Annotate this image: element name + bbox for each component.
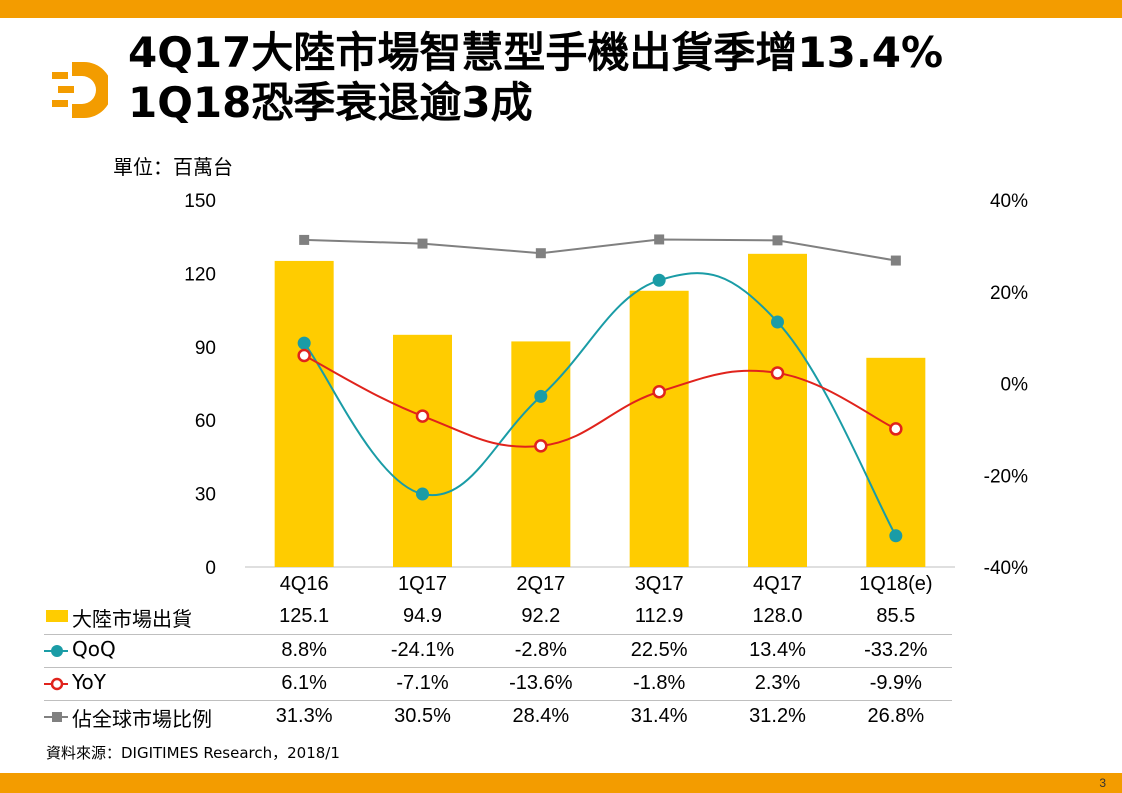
series-point-share-2Q17	[535, 248, 546, 259]
table-cell: 30.5%	[394, 705, 451, 727]
series-point-qoq-1Q18(e)	[889, 529, 903, 543]
table-cell: 94.9	[403, 605, 442, 627]
x-axis-tick-label: 1Q17	[398, 573, 447, 595]
bar-2Q17	[511, 341, 571, 567]
table-cell: 31.2%	[749, 705, 806, 727]
table-cell: -2.8%	[514, 639, 567, 661]
top-accent-bar	[0, 0, 1122, 18]
table-cell: -7.1%	[396, 672, 449, 694]
table-cell: 31.4%	[630, 705, 688, 727]
table-cell: 28.4%	[512, 705, 570, 727]
x-axis-tick-label: 4Q16	[280, 573, 329, 595]
bar-1Q17	[393, 334, 452, 567]
left-axis-tick-label: 120	[184, 264, 216, 285]
series-point-share-4Q16	[299, 234, 310, 245]
table-cell: -9.9%	[869, 672, 922, 694]
series-point-yoy-4Q17	[770, 366, 785, 380]
series-point-qoq-3Q17	[652, 273, 666, 287]
legend-square-marker	[44, 712, 68, 722]
table-cell: 26.8%	[867, 705, 925, 727]
left-axis-tick-label: 60	[195, 411, 216, 432]
table-cell: -13.6%	[509, 672, 573, 694]
right-axis-tick-label: 0%	[1001, 375, 1029, 396]
bottom-accent-bar	[0, 773, 1122, 793]
table-row-divider	[44, 700, 952, 701]
legend-circle-marker	[44, 645, 68, 657]
table-cell: -1.8%	[633, 672, 686, 694]
slide-title: 4Q17大陸市場智慧型手機出貨季增13.4% 1Q18恐季衰退逾3成	[128, 28, 943, 128]
legend-hollow-circle-marker	[44, 677, 68, 691]
series-point-share-1Q17	[417, 238, 428, 249]
table-cell: 92.2	[521, 605, 561, 627]
left-axis-tick-label: 0	[205, 558, 216, 579]
series-point-yoy-1Q17	[415, 409, 430, 423]
source-note: 資料來源：DIGITIMES Research，2018/1	[46, 744, 340, 762]
left-axis-tick-label: 90	[195, 338, 216, 359]
right-axis-tick-label: -20%	[984, 466, 1028, 487]
series-point-yoy-2Q17	[534, 439, 548, 453]
title-line-1: 4Q17大陸市場智慧型手機出貨季增13.4%	[128, 28, 944, 77]
series-line-share	[304, 238, 897, 262]
x-axis-tick-label: 2Q17	[516, 573, 565, 595]
left-axis-tick-label: 150	[184, 191, 216, 212]
series-point-yoy-3Q17	[652, 385, 666, 399]
table-row-label: 大陸市場出貨	[72, 607, 192, 631]
bar-4Q16	[274, 260, 334, 567]
table-cell: 8.8%	[281, 639, 327, 661]
x-axis-tick-label: 3Q17	[635, 573, 684, 595]
series-point-yoy-4Q16	[297, 348, 311, 363]
series-point-share-4Q17	[772, 235, 783, 246]
series-point-qoq-4Q16	[297, 336, 311, 350]
series-point-qoq-4Q17	[771, 315, 784, 329]
table-row-divider	[44, 634, 952, 635]
page-number: 3	[1099, 776, 1106, 790]
table-cell: 85.5	[876, 605, 916, 627]
series-point-qoq-1Q17	[416, 487, 429, 501]
series-point-share-3Q17	[654, 234, 665, 245]
x-axis-tick-label: 1Q18(e)	[859, 573, 932, 595]
table-cell: 128.0	[752, 605, 803, 627]
right-axis-tick-label: 20%	[990, 283, 1028, 304]
series-point-yoy-1Q18(e)	[889, 422, 903, 436]
table-cell: 22.5%	[630, 639, 688, 661]
bar-3Q17	[629, 290, 689, 567]
table-cell: -24.1%	[390, 639, 455, 661]
title-line-2: 1Q18恐季衰退逾3成	[128, 78, 533, 127]
bar-4Q17	[748, 253, 807, 567]
table-cell: 2.3%	[754, 672, 801, 694]
table-row-divider	[44, 667, 952, 668]
table-cell: 6.1%	[281, 672, 327, 694]
table-cell: 125.1	[279, 605, 330, 627]
series-line-yoy	[303, 354, 897, 448]
table-cell: 13.4%	[749, 639, 806, 661]
right-axis-tick-label: -40%	[984, 558, 1028, 579]
right-axis-tick-label: 40%	[990, 191, 1028, 212]
unit-label: 單位：百萬台	[113, 155, 233, 179]
x-axis-tick-label: 4Q17	[753, 573, 802, 595]
digitimes-logo-icon	[52, 62, 108, 118]
series-line-qoq	[303, 272, 897, 537]
series-point-share-1Q18(e)	[890, 255, 901, 266]
legend-bar-swatch	[46, 610, 68, 622]
series-point-qoq-2Q17	[534, 389, 548, 403]
left-axis-tick-label: 30	[195, 485, 216, 506]
table-cell: 112.9	[634, 605, 684, 627]
table-cell: -33.2%	[864, 639, 928, 661]
table-row-label: QoQ	[72, 637, 116, 661]
table-row-label: 佔全球市場比例	[72, 707, 212, 731]
table-cell: 31.3%	[275, 705, 333, 727]
table-row-label: YoY	[72, 670, 107, 694]
